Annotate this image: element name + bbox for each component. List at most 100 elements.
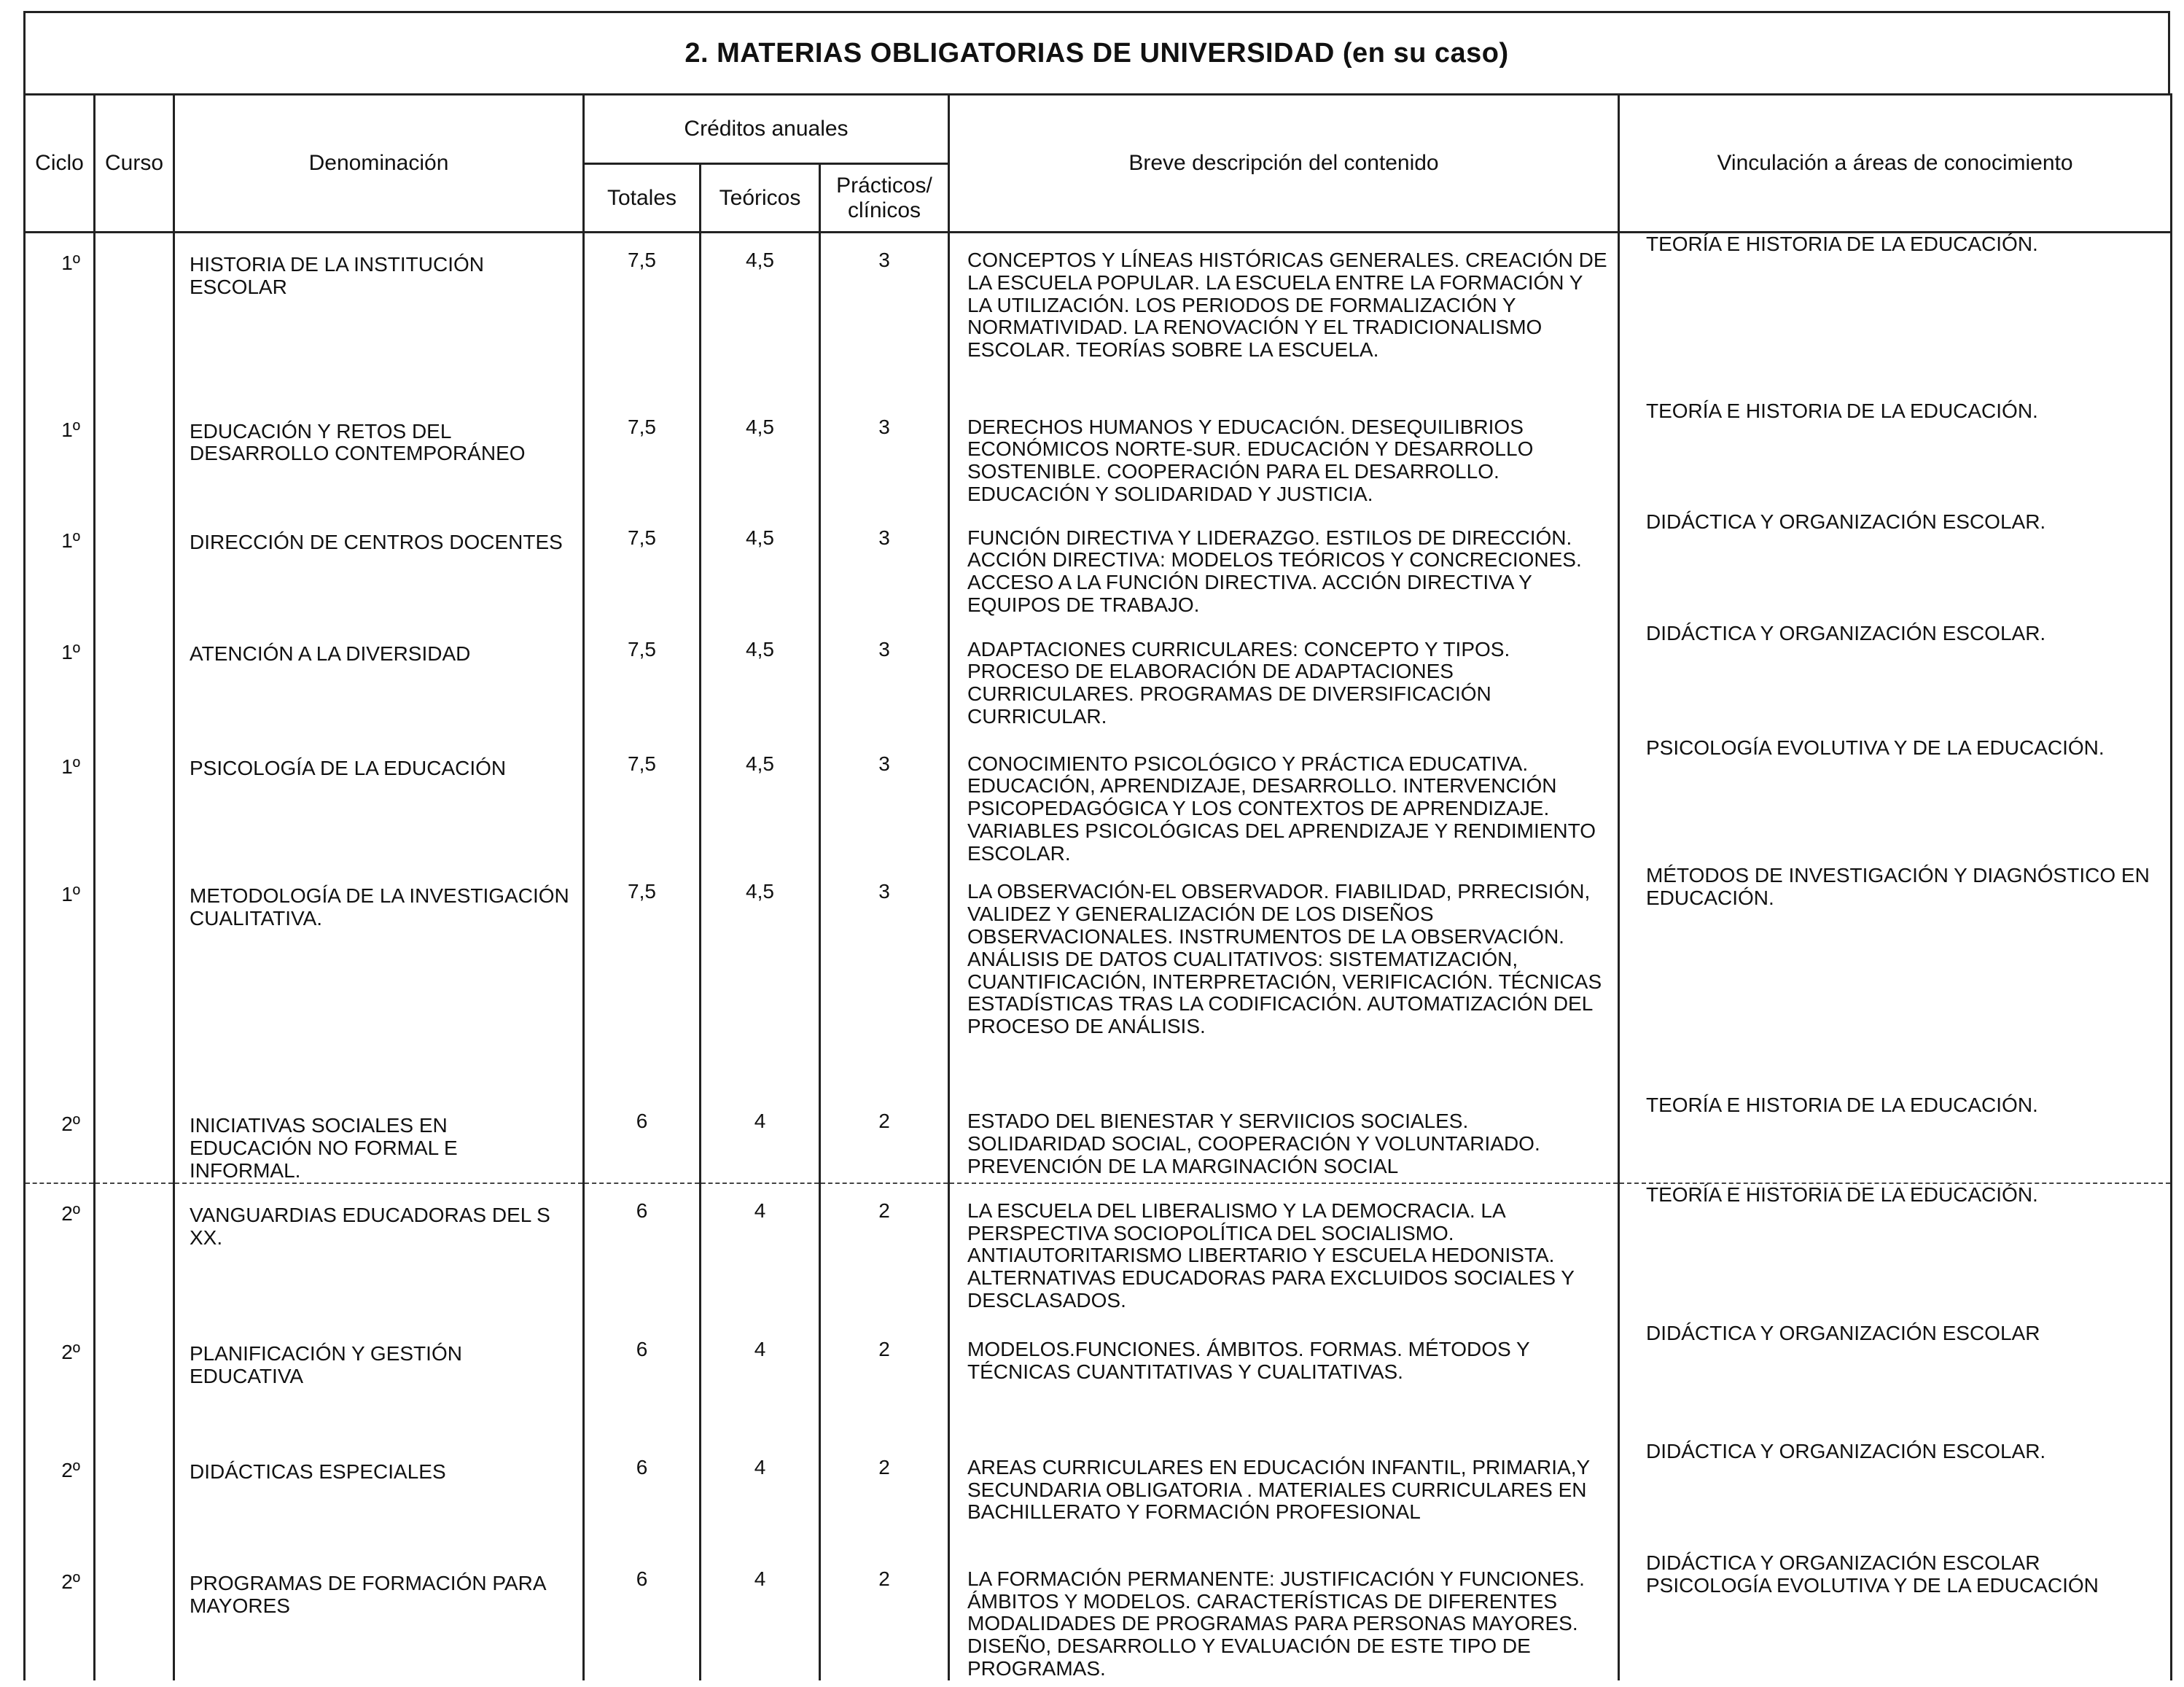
cell-denominacion: ATENCIÓN A LA DIVERSIDAD (173, 622, 585, 737)
cell-ciclo: 2º (23, 1440, 95, 1552)
cell-vinculacion: TEORÍA E HISTORIA DE LA EDUCACIÓN. (1618, 232, 2172, 400)
cell-totales: 7,5 (582, 865, 701, 1095)
cell-practicos: 3 (819, 622, 950, 737)
cell-descripcion: ESTADO DEL BIENESTAR Y SERVIICIOS SOCIAL… (948, 1094, 1620, 1183)
cell-practicos: 3 (819, 736, 950, 865)
cell-vinculacion: TEORÍA E HISTORIA DE LA EDUCACIÓN. (1618, 400, 2172, 511)
cell-descripcion: LA ESCUELA DEL LIBERALISMO Y LA DEMOCRAC… (948, 1182, 1620, 1322)
cell-ciclo: 2º (23, 1182, 95, 1322)
table-row: 1º METODOLOGÍA DE LA INVESTIGACIÓN CUALIT… (23, 865, 2172, 1095)
header-totales: Totales (582, 163, 701, 233)
cell-totales: 6 (582, 1182, 701, 1322)
cell-totales: 6 (582, 1440, 701, 1552)
cell-curso (93, 1094, 175, 1183)
cell-ciclo: 1º (23, 232, 95, 400)
cell-denominacion: INICIATIVAS SOCIALES EN EDUCACIÓN NO FOR… (173, 1094, 585, 1183)
cell-ciclo: 2º (23, 1551, 95, 1680)
cell-totales: 6 (582, 1551, 701, 1680)
cell-ciclo: 1º (23, 736, 95, 865)
subjects-table: Ciclo Curso Denominación Créditos anuale… (23, 93, 2172, 1680)
cell-vinculacion: DIDÁCTICA Y ORGANIZACIÓN ESCOLAR. (1618, 510, 2172, 623)
cell-descripcion: LA OBSERVACIÓN-EL OBSERVADOR. FIABILIDAD… (948, 865, 1620, 1095)
cell-practicos: 2 (819, 1182, 950, 1322)
table-row: 2º VANGUARDIAS EDUCADORAS DEL S XX. 6 4 2 LA … (23, 1182, 2172, 1322)
cell-teoricos: 4,5 (699, 510, 821, 623)
cell-practicos: 3 (819, 510, 950, 623)
cell-ciclo: 2º (23, 1322, 95, 1441)
cell-descripcion: CONCEPTOS Y LÍNEAS HISTÓRICAS GENERALES.… (948, 232, 1620, 400)
cell-practicos: 3 (819, 232, 950, 400)
cell-descripcion: MODELOS.FUNCIONES. ÁMBITOS. FORMAS. MÉTO… (948, 1322, 1620, 1441)
header-ciclo: Ciclo (23, 93, 95, 233)
cell-totales: 7,5 (582, 232, 701, 400)
cell-denominacion: PLANIFICACIÓN Y GESTIÓN EDUCATIVA (173, 1322, 585, 1441)
cell-descripcion: FUNCIÓN DIRECTIVA Y LIDERAZGO. ESTILOS D… (948, 510, 1620, 623)
cell-totales: 7,5 (582, 510, 701, 623)
cell-teoricos: 4,5 (699, 400, 821, 511)
cell-denominacion: EDUCACIÓN Y RETOS DEL DESARROLLO CONTEMP… (173, 400, 585, 511)
cell-curso (93, 1440, 175, 1552)
section-title: 2. MATERIAS OBLIGATORIAS DE UNIVERSIDAD … (23, 11, 2170, 93)
cell-ciclo: 1º (23, 400, 95, 511)
document: 2. MATERIAS OBLIGATORIAS DE UNIVERSIDAD … (23, 11, 2172, 1680)
cell-teoricos: 4,5 (699, 865, 821, 1095)
header-practicos: Prácticos/ clínicos (819, 163, 950, 233)
header-creditos: Créditos anuales (582, 93, 950, 164)
cell-descripcion: LA FORMACIÓN PERMANENTE: JUSTIFICACIÓN Y… (948, 1551, 1620, 1680)
header-vinculacion: Vinculación a áreas de conocimiento (1618, 93, 2172, 233)
cell-denominacion: DIRECCIÓN DE CENTROS DOCENTES (173, 510, 585, 623)
cell-descripcion: DERECHOS HUMANOS Y EDUCACIÓN. DESEQUILIB… (948, 400, 1620, 511)
cell-totales: 6 (582, 1322, 701, 1441)
table-row: 1º HISTORIA DE LA INSTITUCIÓN ESCOLAR 7,5 4… (23, 232, 2172, 400)
cell-vinculacion: DIDÁCTICA Y ORGANIZACIÓN ESCOLAR PSICOLO… (1618, 1551, 2172, 1680)
cell-teoricos: 4 (699, 1182, 821, 1322)
header-denominacion: Denominación (173, 93, 585, 233)
cell-ciclo: 1º (23, 622, 95, 737)
cell-vinculacion: DIDÁCTICA Y ORGANIZACIÓN ESCOLAR. (1618, 622, 2172, 737)
cell-curso (93, 1322, 175, 1441)
table-row: 2º INICIATIVAS SOCIALES EN EDUCACIÓN NO F… (23, 1094, 2172, 1183)
cell-practicos: 2 (819, 1440, 950, 1552)
cell-descripcion: AREAS CURRICULARES EN EDUCACIÓN INFANTIL… (948, 1440, 1620, 1552)
cell-curso (93, 1182, 175, 1322)
cell-teoricos: 4,5 (699, 736, 821, 865)
cell-practicos: 2 (819, 1094, 950, 1183)
cell-teoricos: 4 (699, 1551, 821, 1680)
cell-totales: 7,5 (582, 400, 701, 511)
cell-totales: 7,5 (582, 736, 701, 865)
cell-denominacion: DIDÁCTICAS ESPECIALES (173, 1440, 585, 1552)
cell-vinculacion: DIDÁCTICA Y ORGANIZACIÓN ESCOLAR (1618, 1322, 2172, 1441)
cell-denominacion: PROGRAMAS DE FORMACIÓN PARA MAYORES (173, 1551, 585, 1680)
cell-curso (93, 865, 175, 1095)
table-row: 1º EDUCACIÓN Y RETOS DEL DESARROLLO CONTE… (23, 400, 2172, 511)
cell-practicos: 2 (819, 1551, 950, 1680)
cell-curso (93, 400, 175, 511)
table-row: 1º DIRECCIÓN DE CENTROS DOCENTES 7,5 4,5 3 FU… (23, 510, 2172, 623)
cell-vinculacion: TEORÍA E HISTORIA DE LA EDUCACIÓN. (1618, 1182, 2172, 1322)
table-row: 1º PSICOLOGÍA DE LA EDUCACIÓN 7,5 4,5 3 CONOC… (23, 736, 2172, 865)
cell-curso (93, 232, 175, 400)
cell-practicos: 3 (819, 865, 950, 1095)
cell-vinculacion: PSICOLOGÍA EVOLUTIVA Y DE LA EDUCACIÓN. (1618, 736, 2172, 865)
cell-teoricos: 4,5 (699, 232, 821, 400)
cell-teoricos: 4 (699, 1322, 821, 1441)
cell-denominacion: METODOLOGÍA DE LA INVESTIGACIÓN CUALITAT… (173, 865, 585, 1095)
table-row: 1º ATENCIÓN A LA DIVERSIDAD 7,5 4,5 3 ADAPTAC… (23, 622, 2172, 737)
cell-practicos: 2 (819, 1322, 950, 1441)
cell-curso (93, 622, 175, 737)
cell-denominacion: VANGUARDIAS EDUCADORAS DEL S XX. (173, 1182, 585, 1322)
cell-curso (93, 736, 175, 865)
cell-descripcion: CONOCIMIENTO PSICOLÓGICO Y PRÁCTICA EDUC… (948, 736, 1620, 865)
cell-vinculacion: MÉTODOS DE INVESTIGACIÓN Y DIAGNÓSTICO E… (1618, 865, 2172, 1095)
cell-teoricos: 4,5 (699, 622, 821, 737)
cell-denominacion: HISTORIA DE LA INSTITUCIÓN ESCOLAR (173, 232, 585, 400)
cell-descripcion: ADAPTACIONES CURRICULARES: CONCEPTO Y TI… (948, 622, 1620, 737)
cell-totales: 6 (582, 1094, 701, 1183)
cell-denominacion: PSICOLOGÍA DE LA EDUCACIÓN (173, 736, 585, 865)
cell-vinculacion: TEORÍA E HISTORIA DE LA EDUCACIÓN. (1618, 1094, 2172, 1183)
header-teoricos: Teóricos (699, 163, 821, 233)
cell-teoricos: 4 (699, 1440, 821, 1552)
cell-practicos: 3 (819, 400, 950, 511)
cell-totales: 7,5 (582, 622, 701, 737)
cell-curso (93, 510, 175, 623)
